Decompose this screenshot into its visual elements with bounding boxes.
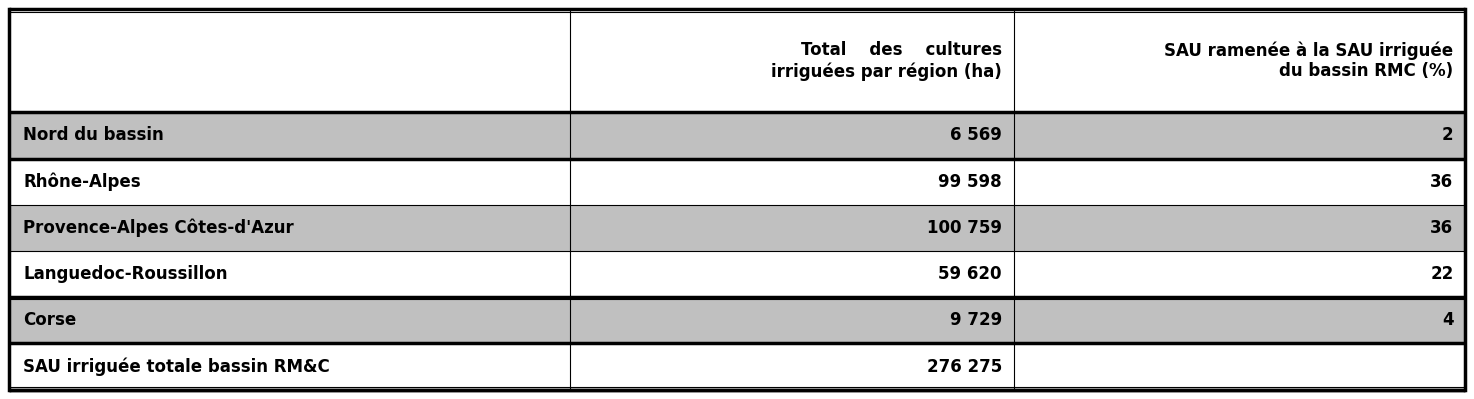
- Text: Languedoc-Roussillon: Languedoc-Roussillon: [24, 265, 228, 283]
- Text: Provence-Alpes Côtes-d'Azur: Provence-Alpes Côtes-d'Azur: [24, 219, 295, 237]
- Text: 9 729: 9 729: [949, 311, 1002, 329]
- Bar: [1014, 9, 1465, 113]
- Text: 100 759: 100 759: [927, 219, 1002, 237]
- Bar: [1014, 205, 1465, 251]
- Bar: [9, 113, 569, 158]
- Bar: [9, 297, 569, 344]
- Text: Nord du bassin: Nord du bassin: [24, 126, 164, 144]
- Bar: [1014, 158, 1465, 205]
- Bar: [9, 158, 569, 205]
- Bar: [569, 158, 1014, 205]
- Bar: [569, 297, 1014, 344]
- Bar: [1014, 297, 1465, 344]
- Text: 36: 36: [1430, 173, 1453, 191]
- Text: 276 275: 276 275: [927, 358, 1002, 375]
- Text: 59 620: 59 620: [939, 265, 1002, 283]
- Bar: [569, 344, 1014, 390]
- Bar: [9, 205, 569, 251]
- Text: 6 569: 6 569: [951, 126, 1002, 144]
- Text: 4: 4: [1442, 311, 1453, 329]
- Bar: [569, 205, 1014, 251]
- Text: 99 598: 99 598: [939, 173, 1002, 191]
- Text: 22: 22: [1430, 265, 1453, 283]
- Bar: [9, 9, 569, 113]
- Bar: [9, 344, 569, 390]
- Bar: [1014, 251, 1465, 297]
- Text: SAU irriguée totale bassin RM&C: SAU irriguée totale bassin RM&C: [24, 358, 330, 376]
- Bar: [9, 251, 569, 297]
- Bar: [1014, 113, 1465, 158]
- Text: Total    des    cultures
irriguées par région (ha): Total des cultures irriguées par région …: [771, 41, 1002, 81]
- Bar: [569, 251, 1014, 297]
- Text: Corse: Corse: [24, 311, 77, 329]
- Bar: [569, 113, 1014, 158]
- Text: Rhône-Alpes: Rhône-Alpes: [24, 172, 142, 191]
- Text: 36: 36: [1430, 219, 1453, 237]
- Bar: [569, 9, 1014, 113]
- Text: SAU ramenée à la SAU irriguée
du bassin RMC (%): SAU ramenée à la SAU irriguée du bassin …: [1164, 41, 1453, 81]
- Text: 2: 2: [1442, 126, 1453, 144]
- Bar: [1014, 344, 1465, 390]
